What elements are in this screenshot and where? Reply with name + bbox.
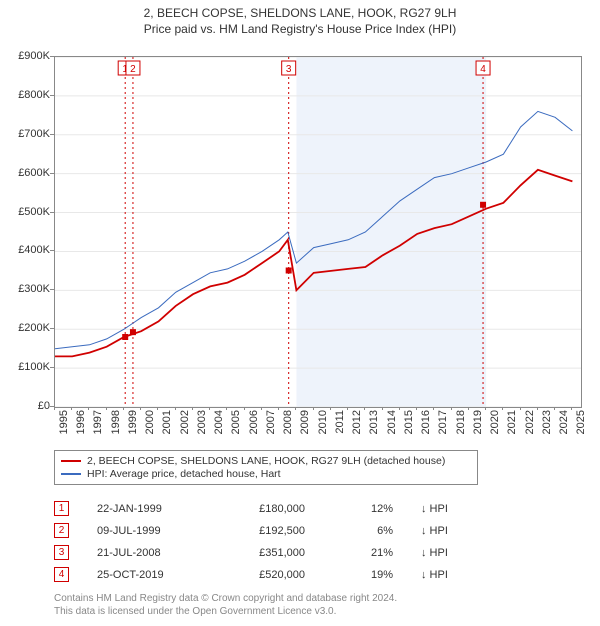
x-axis-tick-label: 2019: [472, 410, 484, 434]
event-pct: 21%: [333, 547, 393, 559]
event-date: 25-OCT-2019: [97, 569, 197, 581]
event-marker-box: 2: [54, 523, 69, 538]
event-price: £180,000: [225, 503, 305, 515]
chart-legend: 2, BEECH COPSE, SHELDONS LANE, HOOK, RG2…: [54, 450, 478, 485]
x-axis-tick-label: 2015: [403, 410, 415, 434]
footer-line2: This data is licensed under the Open Gov…: [54, 605, 397, 618]
event-row: 3 21-JUL-2008 £351,000 21% ↓ HPI: [54, 545, 448, 560]
y-axis-tick-label: £200K: [0, 322, 50, 334]
event-price: £351,000: [225, 547, 305, 559]
x-axis-tick-label: 1997: [92, 410, 104, 434]
svg-text:3: 3: [286, 64, 292, 75]
event-date: 22-JAN-1999: [97, 503, 197, 515]
event-pct: 6%: [333, 525, 393, 537]
event-row: 4 25-OCT-2019 £520,000 19% ↓ HPI: [54, 567, 448, 582]
x-axis-tick-label: 2001: [161, 410, 173, 434]
legend-row: HPI: Average price, detached house, Hart: [61, 468, 471, 480]
x-axis-tick-label: 2016: [420, 410, 432, 434]
x-axis-tick-label: 2002: [179, 410, 191, 434]
x-axis-tick-label: 2004: [213, 410, 225, 434]
y-axis-tick-label: £500K: [0, 206, 50, 218]
event-price: £520,000: [225, 569, 305, 581]
x-axis-tick-label: 2018: [455, 410, 467, 434]
event-row: 2 09-JUL-1999 £192,500 6% ↓ HPI: [54, 523, 448, 538]
x-axis-tick-label: 2025: [575, 410, 587, 434]
x-axis-tick-label: 1995: [58, 410, 70, 434]
chart-svg: 1234: [55, 57, 581, 407]
x-axis-tick-label: 2022: [524, 410, 536, 434]
event-price: £192,500: [225, 525, 305, 537]
event-arrow: ↓ HPI: [421, 547, 448, 559]
event-marker-box: 4: [54, 567, 69, 582]
chart-title-line1: 2, BEECH COPSE, SHELDONS LANE, HOOK, RG2…: [0, 6, 600, 20]
x-axis-tick-label: 1999: [127, 410, 139, 434]
x-axis-tick-label: 2012: [351, 410, 363, 434]
y-axis-tick-label: £400K: [0, 244, 50, 256]
event-pct: 12%: [333, 503, 393, 515]
x-axis-tick-label: 2000: [144, 410, 156, 434]
event-arrow: ↓ HPI: [421, 525, 448, 537]
x-axis-tick-label: 2006: [248, 410, 260, 434]
chart-title-line2: Price paid vs. HM Land Registry's House …: [0, 22, 600, 36]
x-axis-tick-label: 1996: [75, 410, 87, 434]
x-axis-tick-label: 2014: [386, 410, 398, 434]
y-axis-tick-label: £700K: [0, 128, 50, 140]
chart-plot-area: 1234: [54, 56, 582, 408]
y-axis-tick-label: £300K: [0, 283, 50, 295]
legend-swatch: [61, 460, 81, 462]
svg-text:2: 2: [130, 64, 136, 75]
event-arrow: ↓ HPI: [421, 569, 448, 581]
event-date: 21-JUL-2008: [97, 547, 197, 559]
x-axis-tick-label: 2007: [265, 410, 277, 434]
y-axis-tick-label: £900K: [0, 50, 50, 62]
events-table: 1 22-JAN-1999 £180,000 12% ↓ HPI 2 09-JUL-1999…: [54, 494, 448, 589]
event-date: 09-JUL-1999: [97, 525, 197, 537]
x-axis-tick-label: 2017: [437, 410, 449, 434]
x-axis-tick-label: 2013: [368, 410, 380, 434]
x-axis-tick-label: 2021: [506, 410, 518, 434]
legend-label: HPI: Average price, detached house, Hart: [87, 468, 281, 480]
y-axis-tick-label: £600K: [0, 167, 50, 179]
x-axis-tick-label: 1998: [110, 410, 122, 434]
x-axis-tick-label: 2023: [541, 410, 553, 434]
event-arrow: ↓ HPI: [421, 503, 448, 515]
legend-row: 2, BEECH COPSE, SHELDONS LANE, HOOK, RG2…: [61, 455, 471, 467]
x-axis-tick-label: 2010: [317, 410, 329, 434]
y-axis-tick-label: £0: [0, 400, 50, 412]
event-pct: 19%: [333, 569, 393, 581]
x-axis-tick-label: 2009: [299, 410, 311, 434]
x-axis-tick-label: 2020: [489, 410, 501, 434]
legend-swatch: [61, 473, 81, 475]
footer-line1: Contains HM Land Registry data © Crown c…: [54, 592, 397, 605]
event-marker-box: 1: [54, 501, 69, 516]
event-marker-box: 3: [54, 545, 69, 560]
y-axis-tick-label: £800K: [0, 89, 50, 101]
x-axis-tick-label: 2008: [282, 410, 294, 434]
x-axis-tick-label: 2011: [334, 410, 346, 434]
x-axis-tick-label: 2024: [558, 410, 570, 434]
y-axis-tick-label: £100K: [0, 361, 50, 373]
svg-text:4: 4: [480, 64, 486, 75]
x-axis-tick-label: 2005: [230, 410, 242, 434]
x-axis-tick-label: 2003: [196, 410, 208, 434]
event-row: 1 22-JAN-1999 £180,000 12% ↓ HPI: [54, 501, 448, 516]
legend-label: 2, BEECH COPSE, SHELDONS LANE, HOOK, RG2…: [87, 455, 445, 467]
chart-footer: Contains HM Land Registry data © Crown c…: [54, 592, 397, 618]
